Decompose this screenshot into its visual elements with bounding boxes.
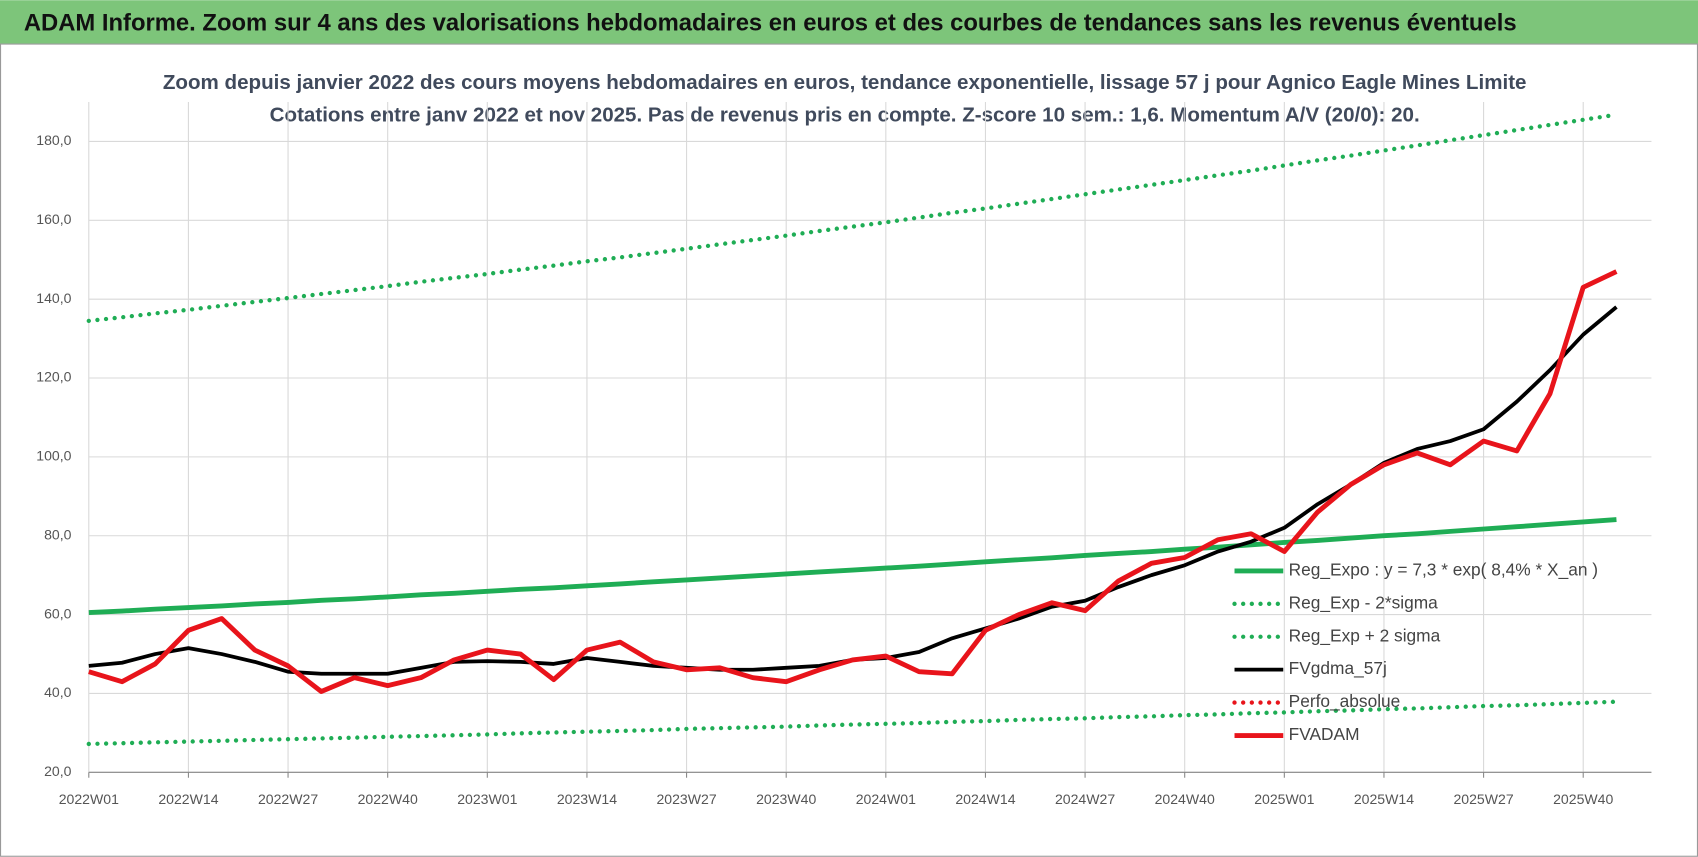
- x-tick-label: 2025W27: [1453, 791, 1513, 807]
- x-tick-label: 2023W40: [756, 791, 816, 807]
- x-tick-label: 2023W27: [656, 791, 716, 807]
- y-tick-label: 140,0: [36, 290, 71, 306]
- chart-subtitle: Cotations entre janv 2022 et nov 2025. P…: [270, 104, 1420, 127]
- series-line: [88, 517, 1617, 616]
- legend-label: FVgdma_57j: [1289, 658, 1387, 678]
- chart-title: Zoom depuis janvier 2022 des cours moyen…: [163, 71, 1527, 94]
- x-tick-label: 2024W27: [1055, 791, 1115, 807]
- header-title: ADAM Informe. Zoom sur 4 ans des valoris…: [24, 9, 1517, 36]
- legend-label: Reg_Expo : y = 7,3 * exp( 8,4% * X_an ): [1289, 559, 1598, 579]
- legend-label: FVADAM: [1289, 724, 1360, 744]
- x-tick-label: 2022W40: [358, 791, 418, 807]
- x-tick-label: 2022W27: [258, 791, 318, 807]
- x-tick-label: 2024W40: [1155, 791, 1215, 807]
- y-tick-label: 180,0: [36, 132, 71, 148]
- x-tick-label: 2025W40: [1553, 791, 1613, 807]
- frame: [0, 43, 1698, 857]
- legend-label: Reg_Exp + 2 sigma: [1289, 625, 1441, 645]
- y-tick-label: 120,0: [36, 369, 71, 385]
- legend-label: Perfo_absolue: [1289, 691, 1401, 711]
- series-line: [88, 305, 1618, 676]
- series-line: [88, 269, 1618, 694]
- x-tick-label: 2024W01: [856, 791, 916, 807]
- series-line: [86, 112, 1619, 324]
- series-line: [86, 699, 1619, 747]
- x-tick-label: 2023W14: [557, 791, 617, 807]
- legend-label: Reg_Exp - 2*sigma: [1289, 592, 1439, 612]
- y-tick-label: 100,0: [36, 448, 71, 464]
- y-tick-label: 20,0: [44, 763, 72, 779]
- x-tick-label: 2023W01: [457, 791, 517, 807]
- x-tick-label: 2025W01: [1254, 791, 1314, 807]
- x-tick-label: 2024W14: [955, 791, 1015, 807]
- y-tick-label: 40,0: [44, 684, 72, 700]
- x-tick-label: 2025W14: [1354, 791, 1414, 807]
- header-band: [0, 0, 1698, 44]
- x-tick-label: 2022W14: [158, 791, 218, 807]
- y-tick-label: 80,0: [44, 526, 72, 542]
- x-tick-label: 2022W01: [59, 791, 119, 807]
- y-tick-label: 60,0: [44, 605, 72, 621]
- y-tick-label: 160,0: [36, 211, 71, 227]
